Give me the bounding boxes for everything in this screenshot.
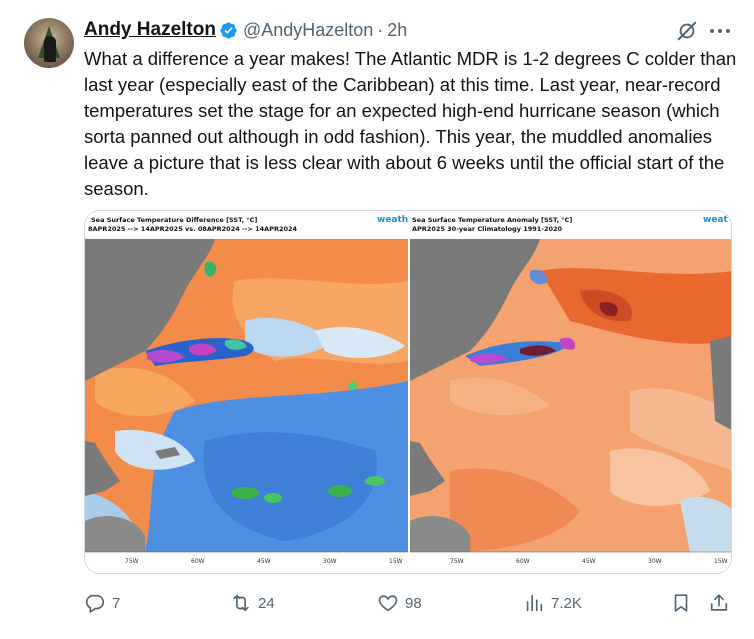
map-title: Sea Surface Temperature Difference [SST,… xyxy=(91,216,257,224)
views-button[interactable]: 7.2K xyxy=(523,590,582,616)
tweet-text: What a difference a year makes! The Atla… xyxy=(84,48,742,199)
tweet-header: Andy Hazelton @AndyHazelton · 2h xyxy=(84,19,407,41)
reply-count: 7 xyxy=(112,594,121,612)
more-icon[interactable] xyxy=(706,20,734,42)
avatar-person-shape xyxy=(44,36,56,62)
author-handle[interactable]: @AndyHazelton xyxy=(242,19,374,40)
action-bar: 7 24 98 7.2K xyxy=(84,590,734,616)
sst-anomaly-map[interactable]: 75W 60W 45W 30W 15W Sea Surface Temperat… xyxy=(410,211,731,573)
lon-tick-label: 30W xyxy=(323,558,337,565)
reply-button[interactable]: 7 xyxy=(84,590,120,616)
bookmark-button[interactable] xyxy=(670,590,692,616)
heart-icon xyxy=(378,595,398,612)
timestamp[interactable]: 2h xyxy=(387,19,408,40)
grok-icon[interactable] xyxy=(676,20,698,42)
bookmark-icon xyxy=(674,594,688,612)
separator-dot: · xyxy=(377,19,384,40)
brand-logo: weat xyxy=(703,215,728,225)
lon-tick-label: 15W xyxy=(714,558,728,565)
map-subtitle: 8APR2025 --> 14APR2025 vs. 08APR2024 -->… xyxy=(88,225,298,233)
brand-logo: weath xyxy=(377,215,408,225)
lon-tick-label: 45W xyxy=(257,558,271,565)
map-title: Sea Surface Temperature Anomaly [SST, °C… xyxy=(412,216,572,224)
share-icon xyxy=(710,594,728,611)
repost-button[interactable]: 24 xyxy=(230,590,275,616)
share-button[interactable] xyxy=(708,590,730,616)
avatar[interactable] xyxy=(24,18,74,68)
author-name[interactable]: Andy Hazelton xyxy=(84,19,216,40)
reply-icon xyxy=(85,594,105,614)
map-subtitle: APR2025 30-year Climatology 1991-2020 xyxy=(412,225,563,233)
repost-icon xyxy=(233,594,249,612)
lon-tick-label: 15W xyxy=(389,558,403,565)
like-button[interactable]: 98 xyxy=(377,590,422,616)
lon-tick-label: 60W xyxy=(516,558,530,565)
tweet-media[interactable]: 75W 60W 45W 30W 15W Sea Surface Temperat… xyxy=(84,210,732,574)
lon-tick-label: 60W xyxy=(191,558,205,565)
views-count: 7.2K xyxy=(551,594,582,612)
verified-badge-icon xyxy=(219,21,238,40)
lon-tick-label: 75W xyxy=(125,558,139,565)
like-count: 98 xyxy=(405,594,422,612)
lon-tick-label: 75W xyxy=(450,558,464,565)
repost-count: 24 xyxy=(258,594,275,612)
lon-tick-label: 30W xyxy=(648,558,662,565)
views-icon xyxy=(526,594,543,612)
lon-tick-label: 45W xyxy=(582,558,596,565)
sst-difference-map[interactable]: 75W 60W 45W 30W 15W Sea Surface Temperat… xyxy=(85,211,408,573)
